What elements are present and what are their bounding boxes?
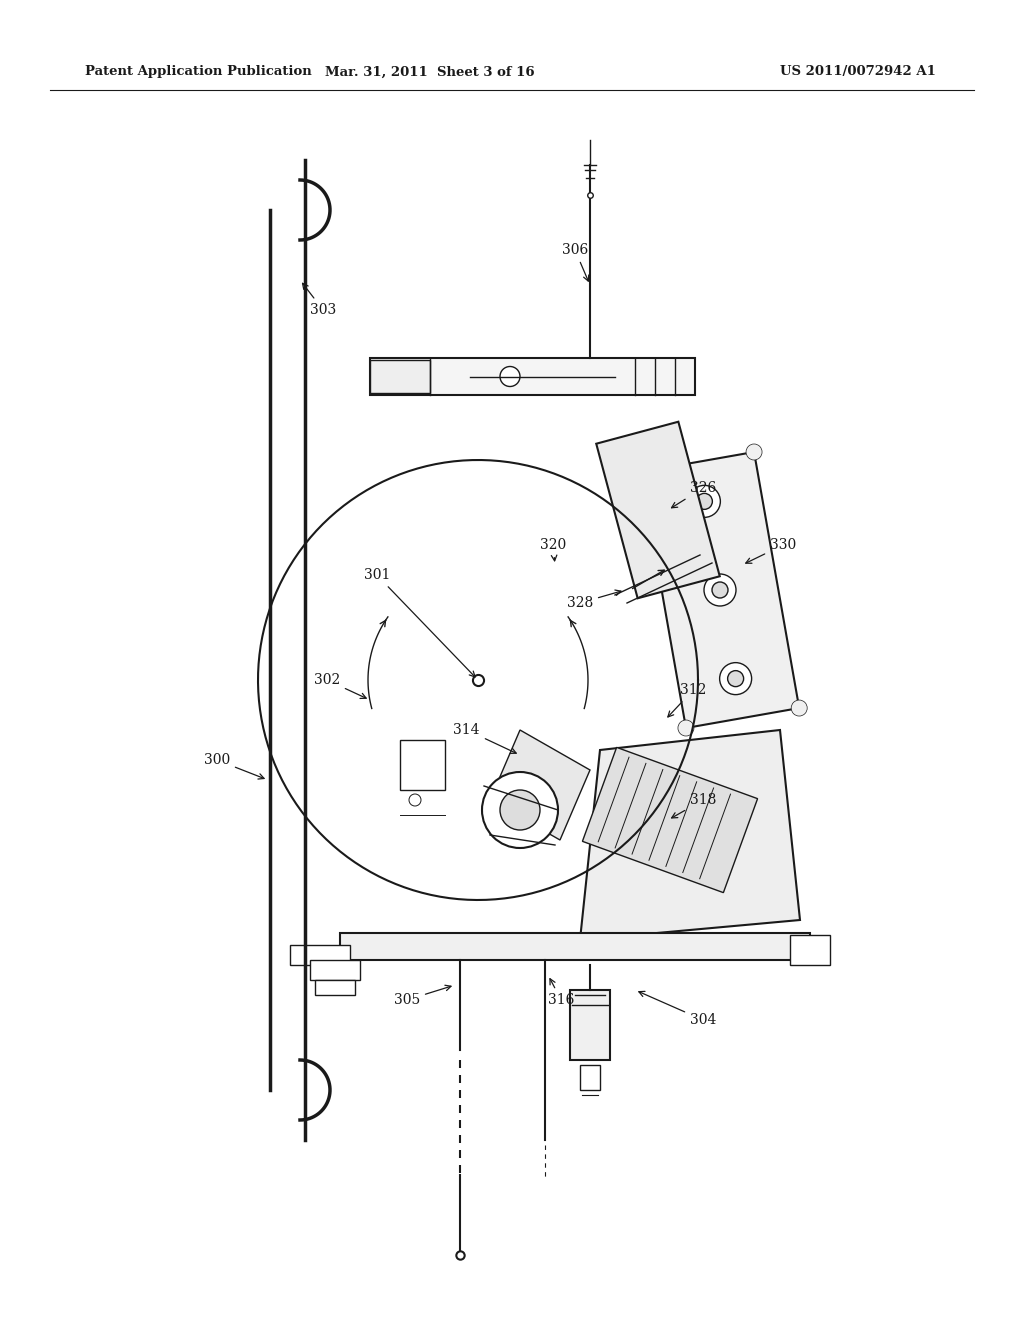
Polygon shape bbox=[580, 730, 800, 940]
Bar bbox=[790, 935, 830, 965]
Circle shape bbox=[728, 671, 743, 686]
Text: 314: 314 bbox=[454, 723, 516, 754]
Bar bbox=[400, 741, 445, 789]
Text: 318: 318 bbox=[672, 793, 717, 818]
Bar bbox=[315, 979, 355, 995]
Polygon shape bbox=[641, 451, 799, 729]
Text: 304: 304 bbox=[639, 991, 717, 1027]
Polygon shape bbox=[490, 730, 590, 840]
Text: 330: 330 bbox=[745, 539, 797, 564]
Bar bbox=[580, 1065, 600, 1090]
Text: 316: 316 bbox=[548, 978, 574, 1007]
Circle shape bbox=[688, 486, 720, 517]
Circle shape bbox=[500, 789, 540, 830]
Circle shape bbox=[696, 494, 713, 510]
Polygon shape bbox=[583, 747, 758, 892]
Text: 320: 320 bbox=[540, 539, 566, 561]
Text: 305: 305 bbox=[394, 985, 451, 1007]
Text: 312: 312 bbox=[668, 682, 707, 717]
Bar bbox=[370, 358, 695, 395]
Circle shape bbox=[705, 574, 736, 606]
Bar bbox=[370, 360, 430, 393]
Circle shape bbox=[500, 367, 520, 387]
Text: US 2011/0072942 A1: US 2011/0072942 A1 bbox=[780, 66, 936, 78]
Bar bbox=[290, 945, 350, 965]
Circle shape bbox=[792, 700, 807, 715]
Text: 306: 306 bbox=[562, 243, 589, 281]
Bar bbox=[340, 933, 810, 960]
Text: 302: 302 bbox=[313, 673, 367, 698]
Circle shape bbox=[712, 582, 728, 598]
Circle shape bbox=[678, 719, 694, 737]
Text: 326: 326 bbox=[672, 480, 716, 508]
Circle shape bbox=[720, 663, 752, 694]
Text: 301: 301 bbox=[364, 568, 475, 677]
Circle shape bbox=[633, 463, 649, 480]
Text: 303: 303 bbox=[302, 284, 336, 317]
Text: 328: 328 bbox=[566, 590, 621, 610]
Text: Mar. 31, 2011  Sheet 3 of 16: Mar. 31, 2011 Sheet 3 of 16 bbox=[326, 66, 535, 78]
Circle shape bbox=[409, 795, 421, 807]
Polygon shape bbox=[596, 421, 720, 598]
Circle shape bbox=[746, 444, 762, 459]
Text: Patent Application Publication: Patent Application Publication bbox=[85, 66, 311, 78]
Circle shape bbox=[482, 772, 558, 847]
Bar bbox=[310, 960, 360, 979]
Bar bbox=[570, 990, 610, 1060]
Text: 300: 300 bbox=[204, 752, 264, 779]
